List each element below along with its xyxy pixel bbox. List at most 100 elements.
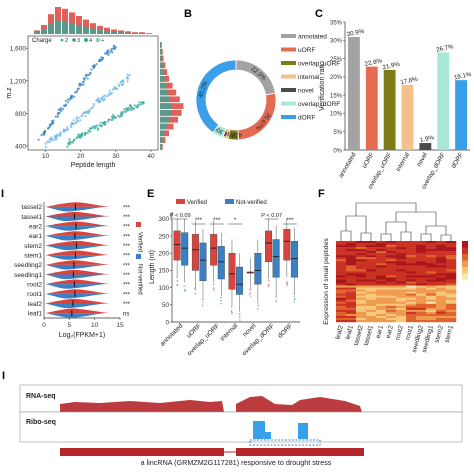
- heatmap-cell: [436, 241, 447, 244]
- box: [199, 242, 207, 281]
- heatmap-cell: [436, 259, 447, 262]
- heatmap-cell: [416, 271, 427, 274]
- heatmap-cell: [346, 253, 357, 256]
- donut-legend-label: annotated: [298, 34, 327, 41]
- heatmap-cell: [366, 311, 377, 315]
- heatmap-cell: [406, 255, 417, 258]
- heatmap-cell: [356, 247, 367, 250]
- donut-legend-label: internal: [298, 74, 320, 81]
- heatmap-cell: [376, 277, 387, 280]
- scatter-point: [101, 58, 104, 61]
- box-outlier: [202, 299, 204, 301]
- gene-caption: a lincRNA (GRMZM2G117281) responsive to …: [141, 458, 332, 467]
- heatmap-cell: [376, 243, 387, 246]
- y-tick-label: 0: [165, 319, 169, 326]
- y-tick-label: 15%: [330, 93, 343, 99]
- scatter-point: [142, 101, 145, 104]
- y-tick-label: 100: [158, 285, 169, 292]
- scatter-point: [87, 129, 90, 132]
- heatmap-cell: [336, 281, 347, 284]
- heatmap-cell: [446, 303, 457, 306]
- heatmap-cell: [446, 259, 457, 262]
- violin-row-label: leaf2: [28, 301, 42, 308]
- significance-label: ***: [195, 217, 203, 224]
- box-outlier: [293, 301, 295, 303]
- scatter-point: [99, 121, 102, 124]
- scatter-point: [103, 52, 107, 55]
- y-tick-label: 1,200: [10, 78, 27, 85]
- heatmap-cell: [346, 281, 357, 284]
- heatmap-cell: [416, 279, 427, 282]
- violin-row-label: seedling2: [14, 262, 42, 269]
- heatmap-cell: [376, 303, 387, 306]
- box: [217, 246, 225, 280]
- heatmap-cell: [336, 295, 347, 298]
- heatmap-cell: [356, 269, 367, 272]
- y-tick-label: 20%: [330, 75, 343, 81]
- scatter-point: [43, 130, 47, 133]
- scatter-point: [50, 137, 53, 140]
- top-histogram-bar-teal: [132, 33, 138, 34]
- heatmap-cell: [376, 261, 387, 264]
- heatmap-cell: [336, 297, 347, 300]
- heatmap-cell: [436, 303, 447, 306]
- y-tick-label: 1,600: [10, 46, 27, 53]
- heatmap-cell: [366, 257, 377, 260]
- scatter-point: [95, 99, 98, 102]
- scatter-point: [59, 134, 62, 137]
- heatmap-cell: [346, 257, 357, 260]
- heatmap-cell: [406, 291, 417, 294]
- heatmap-cell: [336, 315, 347, 319]
- scatter-point: [48, 138, 51, 141]
- heatmap-cell: [376, 287, 387, 290]
- box-outlier: [212, 284, 215, 286]
- heatmap-cell: [416, 295, 427, 298]
- panel-label-f: F: [318, 188, 325, 200]
- scatter-point: [119, 81, 122, 84]
- y-tick-label: 400: [15, 143, 26, 150]
- heatmap-cell: [426, 291, 437, 294]
- heatmap-cell: [396, 309, 407, 313]
- heatmap-cell: [386, 313, 397, 317]
- heatmap-cell: [356, 267, 367, 270]
- heatmap-cell: [346, 271, 357, 274]
- heatmap-cell: [396, 251, 407, 254]
- scatter-point: [68, 138, 71, 141]
- heatmap-cell: [336, 293, 347, 296]
- box-outlier: [275, 301, 277, 303]
- heatmap-cell: [346, 267, 357, 270]
- heatmap-cell: [376, 273, 387, 276]
- x-axis-label: Peptide length: [71, 162, 116, 169]
- heatmap-cell: [376, 241, 387, 244]
- box-outlier: [238, 312, 241, 315]
- significance-label: ***: [123, 273, 131, 279]
- scatter-point: [92, 104, 95, 107]
- heatmap-cell: [396, 273, 407, 276]
- heatmap-cell: [436, 247, 447, 250]
- top-histogram-bar: [48, 14, 54, 34]
- heatmap-cell: [416, 263, 427, 266]
- x-axis-label: Log₂(FPKM+1): [59, 332, 105, 339]
- scatter-point: [44, 142, 47, 145]
- legend-marker: [84, 38, 88, 42]
- heatmap-cell: [376, 255, 387, 258]
- right-histogram-bar-teal: [160, 42, 161, 48]
- heatmap-cell: [386, 295, 397, 298]
- box-outlier: [175, 276, 178, 279]
- scatter-point: [98, 100, 102, 103]
- violin-row-label: ear1: [29, 233, 42, 240]
- rna-seq-label: RNA-seq: [26, 393, 56, 400]
- heatmap-cell: [366, 247, 377, 250]
- box-outlier: [230, 310, 233, 312]
- heatmap-cell: [346, 263, 357, 266]
- heatmap-cell: [356, 303, 367, 306]
- heatmap-cell: [446, 315, 457, 319]
- scatter-point: [70, 94, 74, 97]
- heatmap-cell: [376, 275, 387, 278]
- heatmap-cell: [366, 317, 377, 321]
- heatmap-cell: [406, 275, 417, 278]
- heatmap-cell: [366, 243, 377, 246]
- heatmap-cell: [366, 271, 377, 274]
- heatmap-cell: [376, 313, 387, 317]
- x-tick-label: 15: [116, 322, 124, 329]
